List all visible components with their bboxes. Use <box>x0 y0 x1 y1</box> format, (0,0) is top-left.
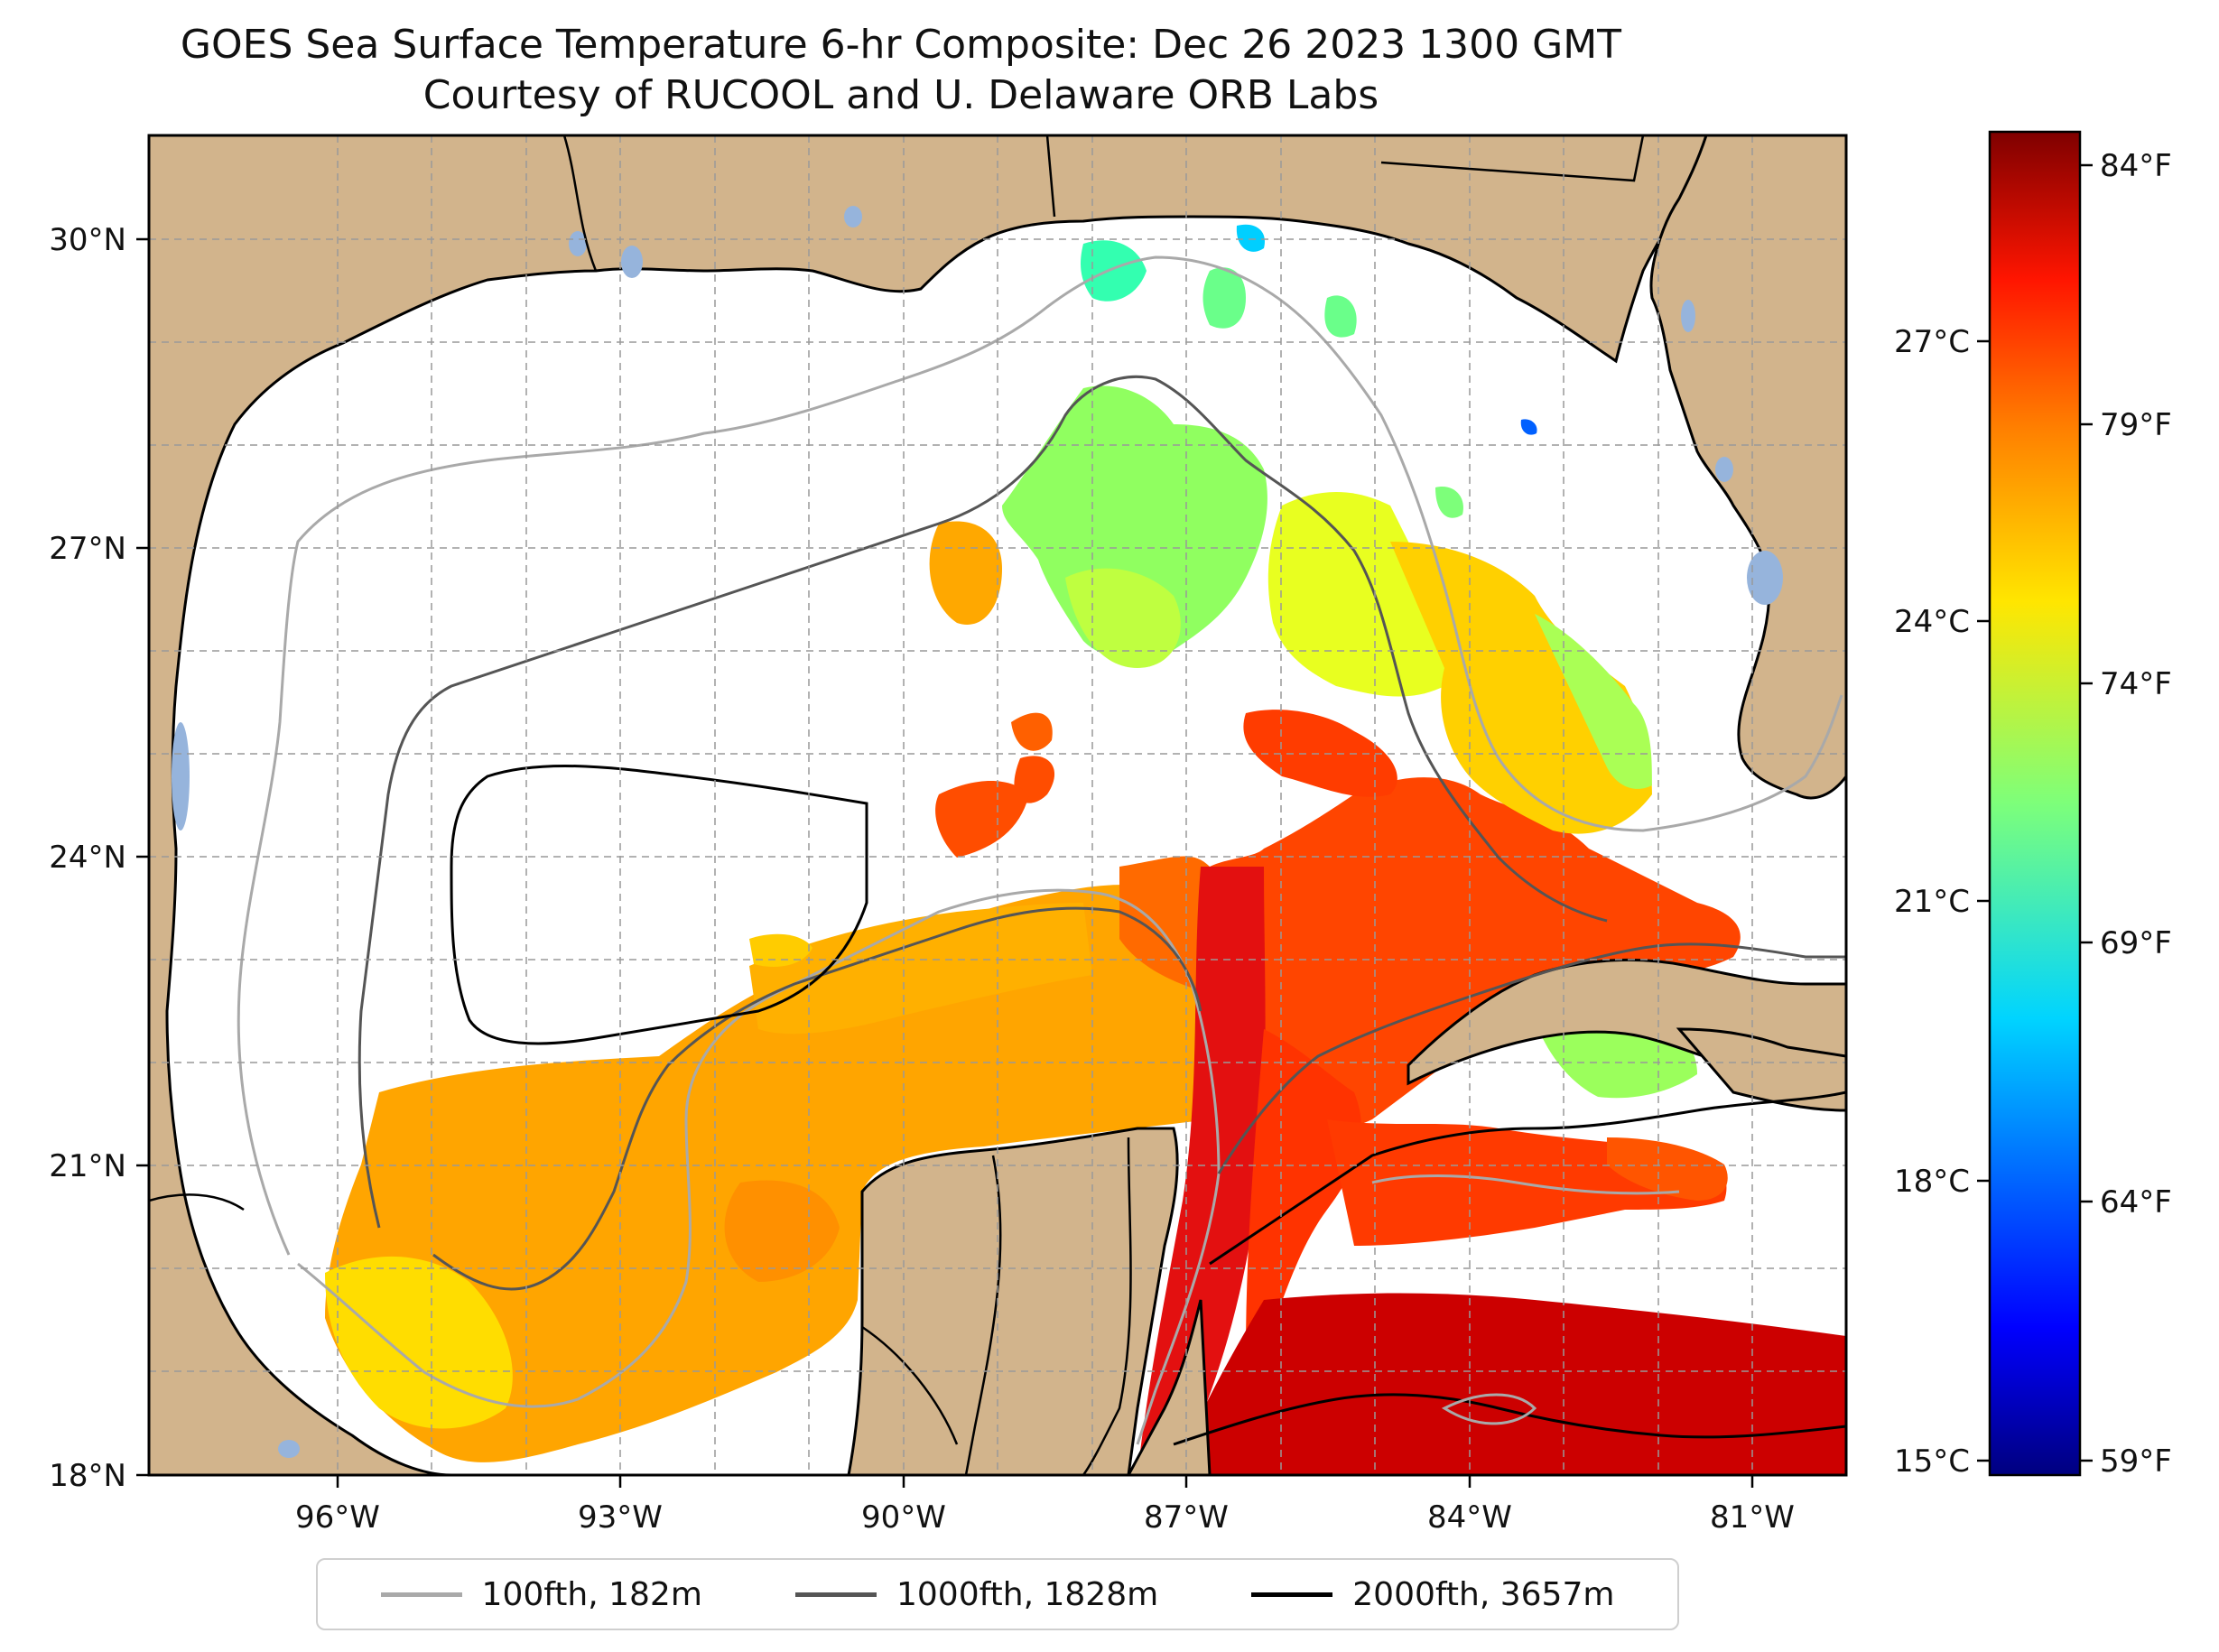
legend-label-2000fth: 2000fth, 3657m <box>1352 1575 1615 1613</box>
cbar-f-74: 74°F <box>2100 666 2172 702</box>
bathymetry-legend: 100fth, 182m 1000fth, 1828m 2000fth, 365… <box>316 1558 1679 1630</box>
map-panel <box>149 135 1846 1475</box>
borders-layer <box>149 135 1645 1475</box>
axis-ticks <box>136 237 1754 1488</box>
cbar-c-24: 24°C <box>1894 604 1970 640</box>
cbar-c-15: 15°C <box>1894 1443 1970 1480</box>
lon-tick-96w: 96°W <box>295 1499 380 1536</box>
cbar-c-21: 21°C <box>1894 884 1970 920</box>
lat-tick-labels: 18°N 21°N 24°N 27°N 30°N <box>49 222 126 1494</box>
lakes-layer <box>172 206 1783 1458</box>
lon-tick-87w: 87°W <box>1144 1499 1229 1536</box>
sst-data-layer <box>325 224 1846 1475</box>
legend-item-1000fth: 1000fth, 1828m <box>795 1576 1158 1613</box>
title-line-1: GOES Sea Surface Temperature 6-hr Compos… <box>180 22 1622 68</box>
lat-tick-24n: 24°N <box>49 840 126 876</box>
legend-label-100fth: 100fth, 182m <box>481 1575 702 1613</box>
cbar-f-84: 84°F <box>2100 148 2172 184</box>
colorbar: 15°C 18°C 21°C 24°C 27°C 59°F 64°F 69°F … <box>1894 130 2172 1480</box>
legend-line-light-gray-icon <box>380 1592 462 1597</box>
cbar-f-59: 59°F <box>2100 1443 2172 1480</box>
cbar-f-64: 64°F <box>2100 1184 2172 1220</box>
cbar-c-18: 18°C <box>1894 1164 1970 1200</box>
lat-tick-27n: 27°N <box>49 531 126 567</box>
cbar-f-79: 79°F <box>2100 407 2172 443</box>
gridlines <box>149 135 1846 1475</box>
legend-line-black-icon <box>1251 1592 1333 1597</box>
lat-tick-30n: 30°N <box>49 222 126 258</box>
cbar-f-69: 69°F <box>2100 925 2172 961</box>
bathymetry-contours <box>237 255 1846 1446</box>
lon-tick-93w: 93°W <box>578 1499 663 1536</box>
title-line-2: Courtesy of RUCOOL and U. Delaware ORB L… <box>422 72 1379 118</box>
lon-tick-labels: 96°W 93°W 90°W 87°W 84°W 81°W <box>295 1499 1795 1536</box>
land-layer <box>149 135 1846 1475</box>
cbar-c-27: 27°C <box>1894 324 1970 360</box>
map-title: GOES Sea Surface Temperature 6-hr Compos… <box>0 20 1802 121</box>
legend-item-100fth: 100fth, 182m <box>380 1575 702 1613</box>
lat-tick-18n: 18°N <box>49 1458 126 1494</box>
legend-label-1000fth: 1000fth, 1828m <box>896 1575 1159 1613</box>
map-frame <box>147 134 1848 1477</box>
legend-item-2000fth: 2000fth, 3657m <box>1251 1576 1614 1613</box>
lon-tick-90w: 90°W <box>861 1499 946 1536</box>
lat-tick-21n: 21°N <box>49 1148 126 1184</box>
colorbar-gradient <box>1988 130 2082 1477</box>
legend-line-dark-gray-icon <box>795 1592 877 1597</box>
lon-tick-84w: 84°W <box>1427 1499 1512 1536</box>
lon-tick-81w: 81°W <box>1710 1499 1795 1536</box>
